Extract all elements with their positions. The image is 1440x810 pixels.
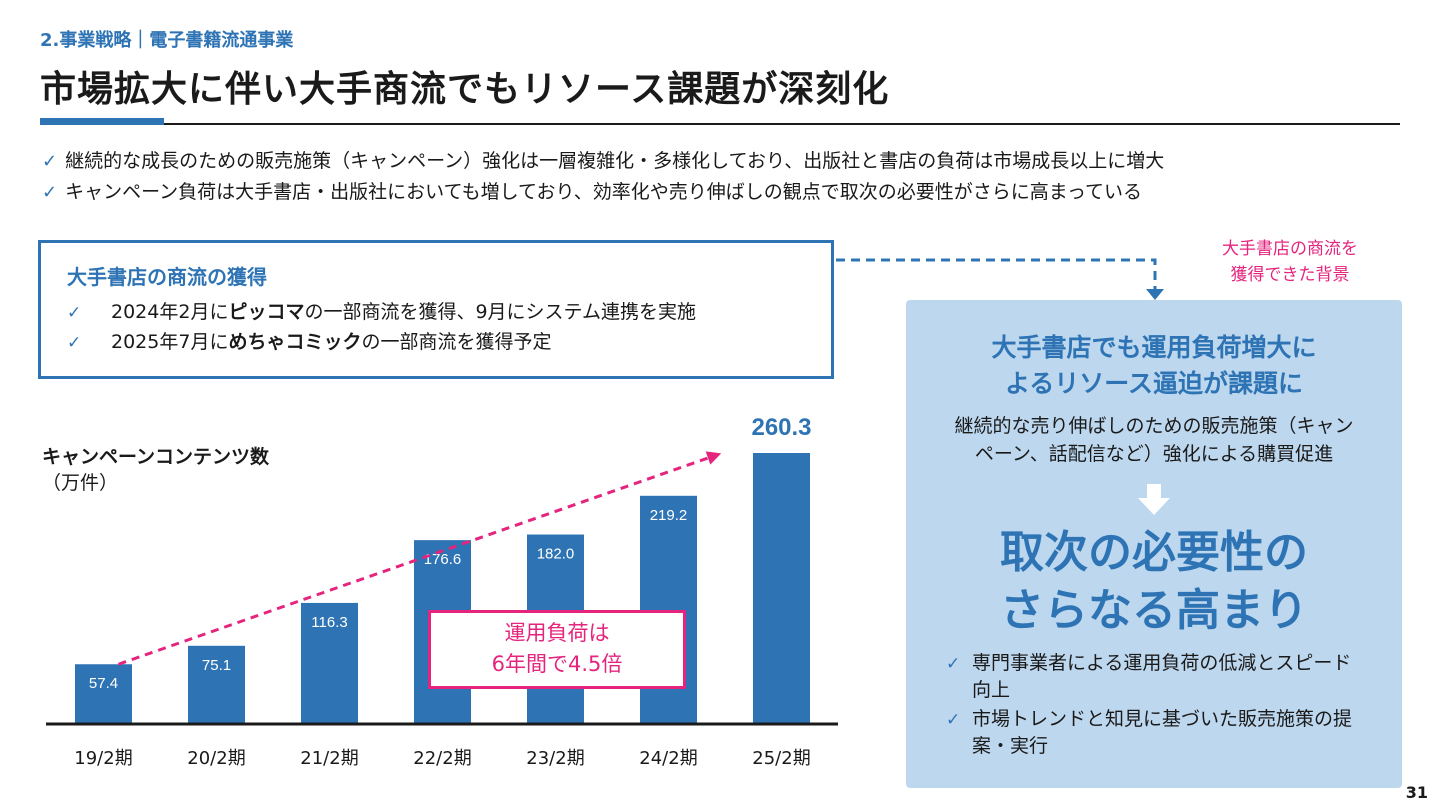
data-label: 182.0 <box>537 546 575 563</box>
x-tick-label: 19/2期 <box>74 748 132 769</box>
data-label: 116.3 <box>311 614 347 631</box>
acquisition-list: ✓ 2024年2月にピッコマの一部商流を獲得、9月にシステム連携を実施 ✓ 20… <box>67 298 696 358</box>
check-icon: ✓ <box>67 303 82 323</box>
panel-conclusion: 取次の必要性の さらなる高まり <box>1000 527 1308 636</box>
summary-bullets: ✓ 継続的な成長のための販売施策（キャンペーン）強化は一層複雑化・多様化しており… <box>42 146 1412 208</box>
bar-chart: キャンペーンコンテンツ数 （万件） 57.4 19/2期 75.1 20/2期 116.… <box>0 395 860 790</box>
chart-bar <box>188 645 245 724</box>
acquisition-title: 大手書店の商流の獲得 <box>67 265 267 289</box>
acquisition-item: ✓ 2024年2月にピッコマの一部商流を獲得、9月にシステム連携を実施 <box>67 298 696 328</box>
x-tick-label: 21/2期 <box>300 748 358 769</box>
acquisition-item: ✓ 2025年7月にめちゃコミックの一部商流を獲得予定 <box>67 328 696 358</box>
chart-title: キャンペーンコンテンツ数 <box>42 446 270 468</box>
panel-list-item: ✓ 市場トレンドと知見に基づいた販売施策の提案・実行 <box>946 708 1353 757</box>
chart-bar <box>75 664 132 724</box>
summary-bullet: ✓ 継続的な成長のための販売施策（キャンペーン）強化は一層複雑化・多様化しており… <box>42 146 1412 177</box>
trend-arrow-head <box>705 451 722 465</box>
summary-bullet-text: キャンペーン負荷は大手書店・出版社においても増しており、効率化や売り伸ばしの観点… <box>65 181 1143 203</box>
chart-unit: （万件） <box>42 472 119 494</box>
trend-arrow-line <box>118 456 709 666</box>
chart-plot: 57.4 19/2期 75.1 20/2期 116.3 21/2期 176.6 22/2期 18… <box>46 414 838 769</box>
data-label: 57.4 <box>89 675 118 692</box>
page-number: 31 <box>1405 783 1428 802</box>
acquisition-box: 大手書店の商流の獲得 ✓ 2024年2月にピッコマの一部商流を獲得、9月にシステ… <box>38 240 834 379</box>
reason-note: 大手書店の商流を 獲得できた背景 <box>1222 239 1358 285</box>
load-annotation: 運用負荷は 6年間で4.5倍 <box>428 610 686 689</box>
acquisition-item-text: 2024年2月にピッコマの一部商流を獲得、9月にシステム連携を実施 <box>111 301 696 323</box>
check-icon: ✓ <box>42 151 58 172</box>
check-icon: ✓ <box>946 654 961 674</box>
x-tick-label: 23/2期 <box>526 748 584 769</box>
x-tick-label: 22/2期 <box>413 748 471 769</box>
summary-bullet: ✓ キャンペーン負荷は大手書店・出版社においても増しており、効率化や売り伸ばしの… <box>42 177 1412 208</box>
acquisition-item-text: 2025年7月にめちゃコミックの一部商流を獲得予定 <box>111 331 552 353</box>
chart-bar <box>301 602 358 724</box>
x-tick-label: 20/2期 <box>187 748 245 769</box>
down-arrow-icon <box>1138 484 1170 515</box>
panel-list-item: ✓ 専門事業者による運用負荷の低減とスピード向上 <box>946 652 1352 701</box>
check-icon: ✓ <box>42 182 58 203</box>
title-accent-bar <box>40 118 164 125</box>
data-label: 260.3 <box>751 414 811 441</box>
conclusion-panel: 大手書店でも運用負荷増大に よるリソース逼迫が課題に 継続的な売り伸ばしのための… <box>906 300 1402 788</box>
check-icon: ✓ <box>67 333 82 353</box>
section-label: 2.事業戦略｜電子書籍流通事業 <box>40 30 294 51</box>
chart-bar <box>753 453 810 724</box>
panel-heading: 大手書店でも運用負荷増大に よるリソース逼迫が課題に <box>991 333 1317 398</box>
check-icon: ✓ <box>946 710 961 730</box>
data-label: 75.1 <box>202 657 231 674</box>
x-tick-label: 24/2期 <box>639 748 697 769</box>
data-label: 219.2 <box>650 507 688 524</box>
summary-bullet-text: 継続的な成長のための販売施策（キャンペーン）強化は一層複雑化・多様化しており、出… <box>65 150 1165 172</box>
data-label: 176.6 <box>424 551 462 568</box>
panel-subtext: 継続的な売り伸ばしのための販売施策（キャン ペーン、話配信など）強化による購買促… <box>954 415 1354 465</box>
x-tick-label: 25/2期 <box>752 748 810 769</box>
panel-list: ✓ 専門事業者による運用負荷の低減とスピード向上 ✓ 市場トレンドと知見に基づい… <box>946 650 1366 762</box>
page-title: 市場拡大に伴い大手商流でもリソース課題が深刻化 <box>40 69 890 110</box>
title-rule <box>40 123 1400 125</box>
